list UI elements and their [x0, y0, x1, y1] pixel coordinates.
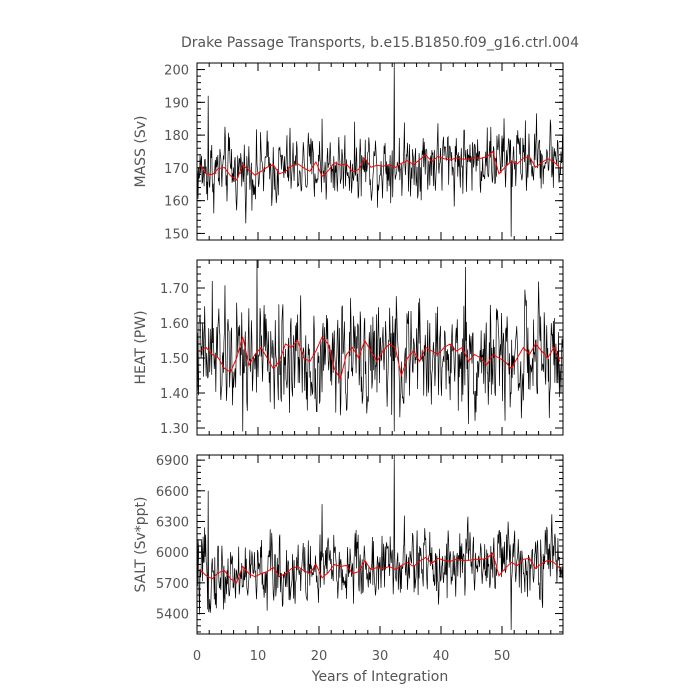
y-tick-label: 1.70: [160, 282, 189, 297]
x-tick-label: 10: [250, 649, 267, 664]
y-axis-label: MASS (Sv): [133, 116, 149, 188]
y-tick-label: 1.30: [160, 422, 189, 437]
plot-frame: [196, 454, 564, 635]
y-tick-label: 5700: [156, 577, 189, 592]
chart-title: Drake Passage Transports, b.e15.B1850.f0…: [181, 35, 579, 51]
x-tick-label: 20: [311, 649, 328, 664]
y-axis-label: HEAT (PW): [133, 310, 149, 384]
panel-1: 1.30 1.40 1.50 1.60 1.70 HEAT (PW): [133, 259, 564, 437]
y-tick-label: 6900: [156, 454, 189, 469]
monthly-series-line: [196, 62, 563, 237]
annual-mean-line: [199, 150, 561, 181]
y-tick-label: 160: [164, 195, 189, 210]
panel-0: 150 160 170 180 190 200 MASS (Sv): [133, 62, 564, 242]
y-tick-label: 1.40: [160, 387, 189, 402]
y-tick-label: 180: [164, 129, 189, 144]
panel-2: 5400 5700 6000 6300 6600 6900 SALT (Sv*ppt): [133, 454, 564, 635]
monthly-series-line: [196, 454, 563, 630]
x-tick-label: 40: [433, 649, 450, 664]
y-axis-label: SALT (Sv*ppt): [133, 497, 149, 593]
y-tick-label: 150: [164, 227, 189, 242]
y-tick-label: 6600: [156, 485, 189, 500]
annual-mean-line: [199, 336, 561, 381]
x-tick-label: 30: [372, 649, 389, 664]
y-tick-label: 1.60: [160, 317, 189, 332]
y-tick-label: 1.50: [160, 352, 189, 367]
x-tick-label: 0: [193, 649, 201, 664]
y-tick-label: 190: [164, 96, 189, 111]
annual-mean-line: [199, 552, 561, 584]
y-tick-label: 200: [164, 64, 189, 79]
y-tick-label: 170: [164, 162, 189, 177]
y-tick-label: 6000: [156, 546, 189, 561]
x-axis-label: Years of Integration: [311, 669, 448, 685]
x-tick-label: 50: [494, 649, 511, 664]
y-tick-label: 6300: [156, 515, 189, 530]
monthly-series-line: [196, 259, 563, 432]
y-tick-label: 5400: [156, 608, 189, 623]
